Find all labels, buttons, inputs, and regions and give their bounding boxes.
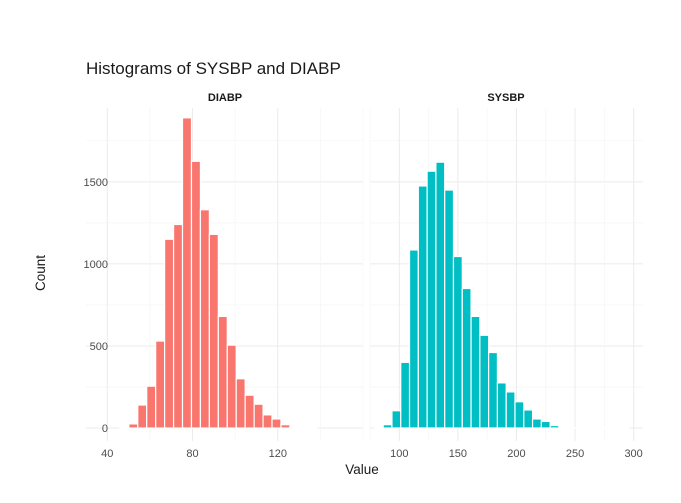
sysbp-bar bbox=[479, 334, 490, 429]
x-axis-title: Value bbox=[345, 462, 379, 477]
diabp-bar bbox=[164, 238, 175, 429]
sysbp-bar bbox=[426, 170, 437, 429]
diabp-bar bbox=[146, 385, 157, 429]
diabp-bar bbox=[280, 424, 291, 429]
sysbp-bar bbox=[417, 185, 428, 429]
diabp-bar bbox=[155, 340, 166, 429]
sysbp-bar bbox=[461, 287, 472, 429]
diabp-x-tick-label: 120 bbox=[269, 448, 287, 460]
sysbp-bar bbox=[523, 409, 534, 429]
y-tick-label: 1500 bbox=[84, 177, 108, 189]
sysbp-bar bbox=[470, 315, 481, 429]
diabp-x-tick-label: 40 bbox=[101, 448, 113, 460]
sysbp-x-tick-label: 250 bbox=[566, 448, 584, 460]
sysbp-bar bbox=[488, 351, 499, 429]
y-tick-label: 1000 bbox=[84, 259, 108, 271]
diabp-bar bbox=[208, 233, 219, 429]
diabp-bar bbox=[172, 223, 184, 429]
y-axis-title: Count bbox=[33, 255, 48, 291]
diabp-bar bbox=[190, 160, 202, 429]
sysbp-bar bbox=[373, 426, 384, 429]
y-tick-label: 0 bbox=[102, 423, 108, 435]
sysbp-x-tick-label: 300 bbox=[624, 448, 642, 460]
sysbp-bar bbox=[611, 427, 622, 430]
diabp-bar bbox=[226, 344, 237, 429]
sysbp-bar bbox=[514, 401, 525, 429]
sysbp-bar bbox=[567, 427, 578, 429]
sysbp-bar bbox=[558, 426, 569, 429]
diabp-bar bbox=[137, 404, 148, 429]
sysbp-bar bbox=[593, 427, 604, 430]
bar-layer bbox=[119, 117, 630, 430]
sysbp-bar bbox=[391, 410, 402, 429]
diabp-bar bbox=[307, 427, 318, 430]
diabp-bar bbox=[271, 418, 282, 429]
sysbp-bar bbox=[619, 427, 630, 429]
sysbp-bar bbox=[400, 361, 411, 429]
diabp-bar bbox=[235, 378, 246, 429]
diabp-x-tick-label: 80 bbox=[186, 448, 198, 460]
sysbp-bar bbox=[575, 426, 586, 429]
diabp-bar bbox=[199, 209, 210, 429]
sysbp-bar bbox=[408, 249, 419, 429]
sysbp-bar bbox=[602, 427, 613, 430]
diabp-bar bbox=[128, 423, 139, 429]
panel-strip-sysbp: SYSBP bbox=[487, 92, 524, 104]
sysbp-bar bbox=[531, 418, 542, 429]
sysbp-bar bbox=[444, 189, 455, 429]
sysbp-x-tick-label: 150 bbox=[449, 448, 467, 460]
diabp-bar bbox=[244, 394, 255, 429]
sysbp-bar bbox=[540, 420, 551, 429]
diabp-bar bbox=[262, 414, 273, 429]
diabp-bar bbox=[298, 427, 309, 429]
diabp-bar bbox=[289, 426, 300, 429]
sysbp-bar bbox=[382, 424, 393, 429]
diabp-bar bbox=[181, 117, 193, 429]
sysbp-bar bbox=[452, 255, 463, 429]
label-layer: 0 500 1000 1500 40 80 120 100 150 200 250 300 bbox=[84, 177, 643, 460]
sysbp-bar bbox=[584, 427, 595, 429]
diabp-bar bbox=[253, 403, 264, 429]
panel-strip-diabp: DIABP bbox=[208, 92, 242, 104]
sysbp-bar bbox=[505, 391, 516, 429]
sysbp-bar bbox=[435, 161, 446, 429]
y-tick-label: 500 bbox=[90, 341, 108, 353]
sysbp-bar bbox=[496, 382, 507, 429]
diabp-bar bbox=[119, 426, 130, 429]
sysbp-x-tick-label: 100 bbox=[390, 448, 408, 460]
sysbp-bar bbox=[549, 424, 560, 429]
chart-title: Histograms of SYSBP and DIABP bbox=[86, 59, 341, 78]
sysbp-x-tick-label: 200 bbox=[507, 448, 525, 460]
diabp-bar bbox=[217, 315, 228, 429]
